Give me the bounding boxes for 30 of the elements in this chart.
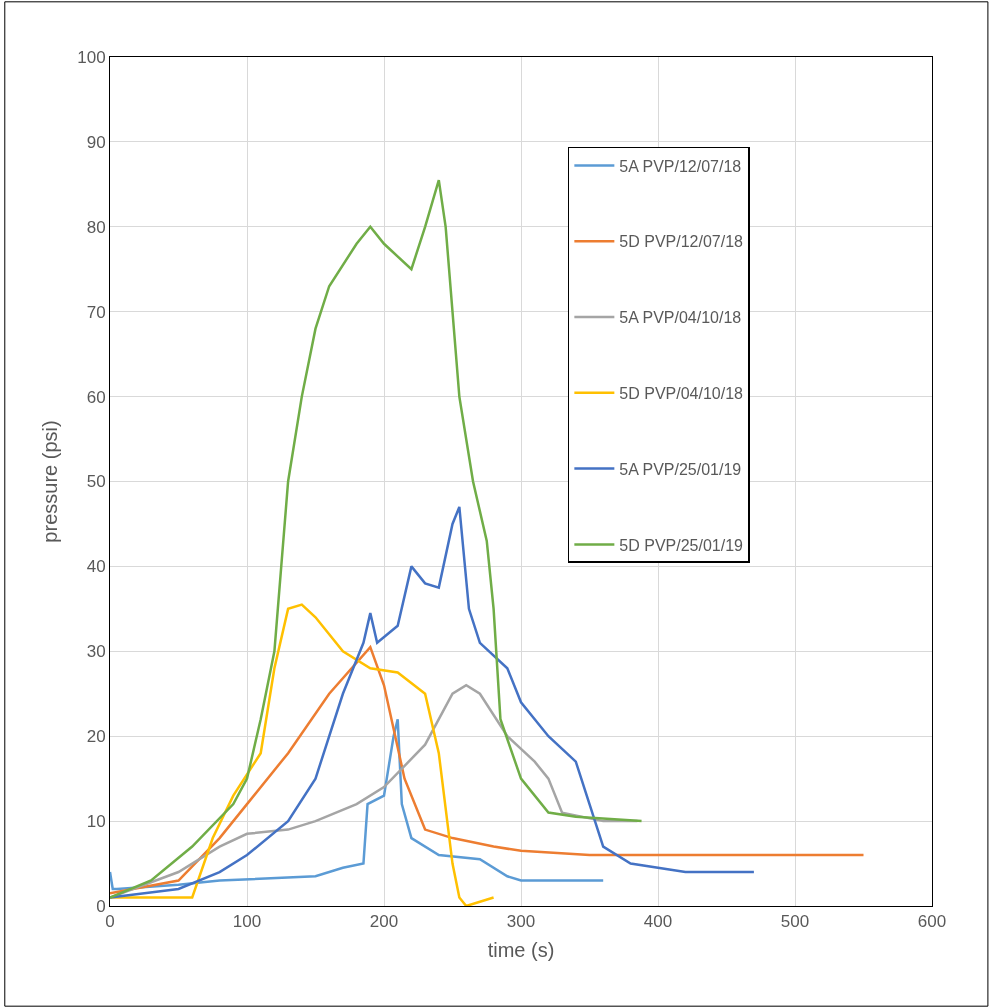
y-tick-label: 30 (86, 642, 106, 662)
line-series (110, 645, 865, 895)
line-series (110, 717, 605, 891)
line-series (110, 603, 495, 906)
line-series (110, 178, 643, 899)
x-tick-label: 500 (780, 912, 810, 932)
y-axis-title: pressure (psi) (38, 420, 61, 543)
x-tick-label: 400 (643, 912, 673, 932)
x-tick-label: 200 (369, 912, 399, 932)
y-tick-label: 90 (86, 132, 106, 152)
x-axis-title: time (s) (487, 938, 555, 961)
x-tick-label: 100 (232, 912, 262, 932)
legend-label: 5A PVP/12/07/18 (619, 157, 742, 175)
x-tick-label: 600 (917, 912, 947, 932)
legend-label: 5D PVP/04/10/18 (619, 385, 744, 403)
legend-label: 5A PVP/04/10/18 (619, 309, 742, 327)
y-tick-label: 10 (86, 812, 106, 832)
y-tick-label: 0 (96, 896, 106, 916)
x-tick-label: 300 (506, 912, 536, 932)
y-tick-label: 60 (86, 387, 106, 407)
legend-label: 5D PVP/25/01/19 (619, 536, 744, 554)
y-tick-label: 100 (77, 47, 106, 67)
y-tick-label: 40 (86, 557, 106, 577)
line-series (110, 505, 756, 899)
legend-label: 5D PVP/12/07/18 (619, 233, 744, 251)
y-tick-label: 80 (86, 217, 106, 237)
legend-label: 5A PVP/25/01/19 (619, 460, 742, 478)
y-tick-label: 20 (86, 727, 106, 747)
y-tick-label: 70 (86, 302, 106, 322)
y-tick-label: 50 (86, 472, 106, 492)
